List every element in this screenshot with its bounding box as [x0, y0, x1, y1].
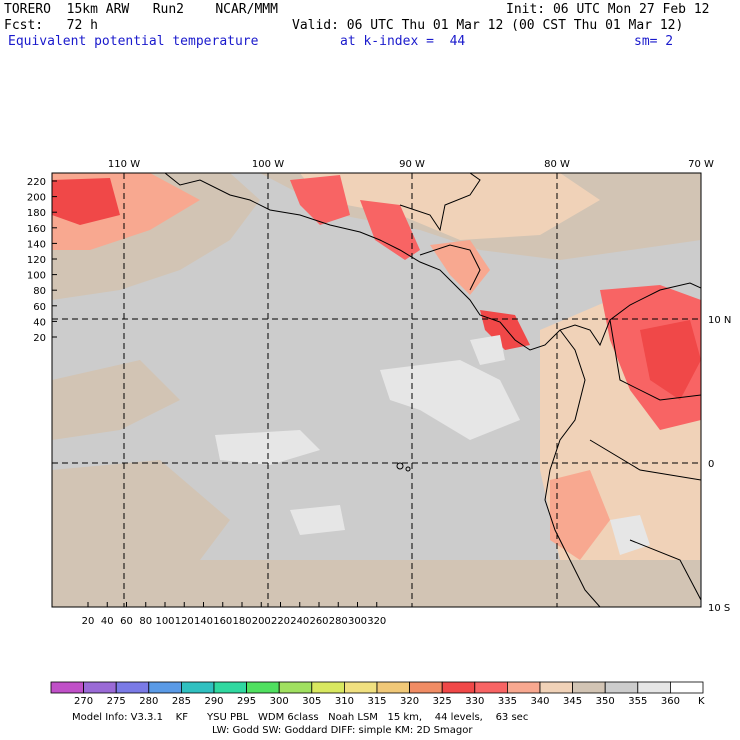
- colorbar-swatch: [83, 681, 117, 694]
- footer-physics: LW: Godd SW: Goddard DIFF: simple KM: 2D…: [212, 725, 473, 736]
- x-tick-label: 140: [194, 616, 213, 627]
- colorbar-swatch: [148, 681, 182, 694]
- init-time: Init: 06 UTC Mon 27 Feb 12: [506, 2, 710, 17]
- colorbar-swatch: [441, 681, 476, 694]
- x-tick-label: 100: [155, 616, 174, 627]
- y-tick-label: 220: [27, 177, 46, 188]
- colorbar-label: 350: [596, 696, 615, 707]
- lon-label-70w: 70 W: [688, 159, 714, 170]
- colorbar: 270 275 280 285 290 295 300 305 310 315 320 325 330 3…: [50, 681, 704, 707]
- x-tick-label: 40: [101, 616, 114, 627]
- colorbar-label: 315: [367, 696, 386, 707]
- x-tick-label: 20: [82, 616, 95, 627]
- colorbar-swatch: [572, 681, 606, 694]
- model-title: TORERO 15km ARW Run2 NCAR/MMM: [4, 2, 278, 17]
- colorbar-label: 305: [302, 696, 321, 707]
- x-tick-label: 160: [213, 616, 232, 627]
- colorbar-label: 300: [270, 696, 289, 707]
- colorbar-swatch: [311, 681, 345, 694]
- colorbar-swatch: [246, 681, 280, 694]
- colorbar-label: 275: [107, 696, 126, 707]
- colorbar-label: 310: [335, 696, 354, 707]
- colorbar-swatch: [474, 681, 508, 694]
- y-axis: 220 200 180 160 140 120 100 80 60 40 20: [27, 177, 57, 344]
- footer-model-info: Model Info: V3.3.1 KF YSU PBL WDM 6class…: [72, 712, 529, 723]
- y-tick-label: 100: [27, 271, 46, 282]
- x-tick-label: 320: [367, 616, 386, 627]
- colorbar-label: 355: [628, 696, 647, 707]
- y-tick-label: 80: [33, 286, 46, 297]
- colorbar-label: 340: [530, 696, 549, 707]
- x-tick-label: 240: [290, 616, 309, 627]
- colorbar-swatch: [539, 681, 573, 694]
- y-tick-label: 140: [27, 239, 46, 250]
- colorbar-label: 290: [204, 696, 223, 707]
- lat-label-10n: 10 N: [708, 315, 731, 326]
- colorbar-swatch: [50, 681, 84, 694]
- colorbar-label: 325: [433, 696, 452, 707]
- x-tick-label: 180: [232, 616, 251, 627]
- x-tick-label: 260: [309, 616, 328, 627]
- coastlines: [164, 173, 701, 607]
- valid-time: Valid: 06 UTC Thu 01 Mar 12 (00 CST Thu …: [292, 18, 684, 33]
- colorbar-label: 330: [465, 696, 484, 707]
- x-tick-label: 280: [329, 616, 348, 627]
- lat-label-10s: 10 S: [708, 603, 730, 614]
- y-tick-label: 40: [33, 317, 46, 328]
- colorbar-swatch: [376, 681, 410, 694]
- forecast-hour: Fcst: 72 h: [4, 18, 98, 33]
- colorbar-swatch: [604, 681, 639, 694]
- colorbar-swatch: [213, 681, 247, 694]
- lon-label-90w: 90 W: [399, 159, 425, 170]
- graticule: [52, 173, 701, 607]
- colorbar-swatch: [506, 681, 541, 694]
- colorbar-swatch: [670, 681, 704, 694]
- colorbar-swatch: [637, 681, 671, 694]
- smoothing-info: sm= 2: [634, 34, 674, 49]
- lat-label-0: 0: [708, 459, 714, 470]
- colorbar-label: 360: [661, 696, 680, 707]
- colorbar-label: 270: [74, 696, 93, 707]
- x-tick-label: 80: [139, 616, 152, 627]
- x-axis: 20 40 60 80 100 120 140 160 180 200 220 240 260 280 30…: [82, 602, 386, 627]
- colorbar-label: 345: [563, 696, 582, 707]
- colorbar-label: 320: [400, 696, 419, 707]
- colorbar-label: 335: [498, 696, 517, 707]
- x-tick-label: 220: [271, 616, 290, 627]
- colorbar-swatch: [409, 681, 443, 694]
- lon-label-110w: 110 W: [108, 159, 140, 170]
- colorbar-label: 280: [139, 696, 158, 707]
- colorbar-swatch: [278, 681, 313, 694]
- y-tick-label: 60: [33, 302, 46, 313]
- colorbar-unit: K: [698, 696, 705, 707]
- colorbar-swatch: [115, 681, 150, 694]
- x-tick-label: 200: [252, 616, 271, 627]
- y-tick-label: 120: [27, 255, 46, 266]
- field-name: Equivalent potential temperature: [8, 34, 259, 49]
- colorbar-label: 285: [172, 696, 191, 707]
- colorbar-swatch: [180, 681, 215, 694]
- y-tick-label: 20: [33, 333, 46, 344]
- x-tick-label: 300: [348, 616, 367, 627]
- lon-label-100w: 100 W: [252, 159, 284, 170]
- y-tick-label: 180: [27, 208, 46, 219]
- x-tick-label: 60: [120, 616, 133, 627]
- colorbar-swatch: [343, 681, 378, 694]
- x-tick-label: 120: [175, 616, 194, 627]
- colorbar-label: 295: [237, 696, 256, 707]
- y-tick-label: 160: [27, 224, 46, 235]
- y-tick-label: 200: [27, 193, 46, 204]
- theta-e-field: [52, 173, 701, 607]
- lon-label-80w: 80 W: [544, 159, 570, 170]
- level-info: at k-index = 44: [340, 34, 466, 49]
